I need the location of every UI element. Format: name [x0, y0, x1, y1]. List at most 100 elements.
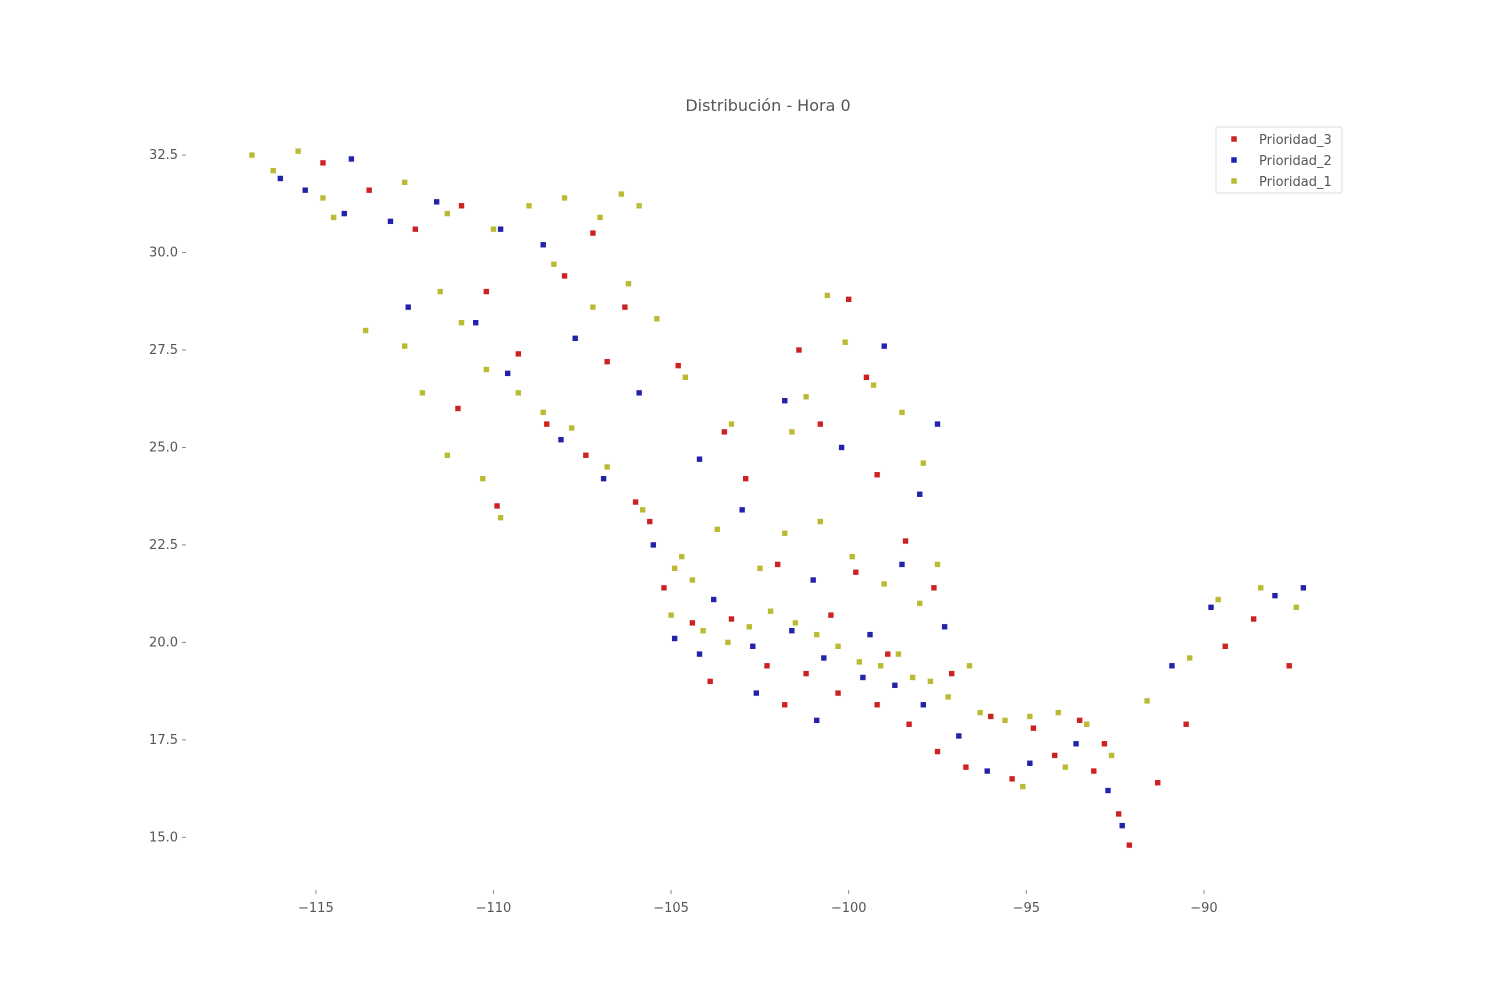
point-prioridad-3 — [1051, 752, 1059, 759]
point-prioridad-1 — [898, 409, 906, 416]
point-prioridad-2 — [650, 541, 657, 549]
point-prioridad-3 — [589, 229, 597, 237]
point-prioridad-1 — [813, 631, 821, 638]
point-prioridad-1 — [568, 424, 575, 432]
point-prioridad-1 — [781, 529, 789, 537]
legend-label-prioridad-3: Prioridad_3 — [1259, 133, 1332, 148]
chart-title: Distribución - Hora 0 — [685, 96, 850, 115]
point-prioridad-1 — [639, 506, 646, 514]
point-prioridad-1 — [895, 650, 902, 658]
point-prioridad-1 — [713, 526, 721, 533]
point-prioridad-1 — [330, 214, 337, 221]
point-prioridad-2 — [891, 681, 899, 689]
point-prioridad-3 — [1285, 662, 1293, 670]
y-tick-label: 30.0 — [149, 246, 178, 261]
point-prioridad-2 — [497, 225, 504, 233]
point-prioridad-2 — [1271, 592, 1279, 599]
point-prioridad-2 — [1072, 740, 1080, 748]
point-prioridad-3 — [1221, 642, 1229, 650]
legend-frame — [1215, 126, 1343, 194]
legend-marker-prioridad-3 — [1230, 135, 1238, 143]
point-prioridad-3 — [319, 159, 327, 167]
x-tick-label: −95 — [1013, 901, 1040, 916]
point-prioridad-2 — [696, 650, 703, 658]
point-prioridad-2 — [671, 635, 678, 642]
point-prioridad-2 — [1118, 822, 1126, 829]
y-tick-label: 15.0 — [149, 830, 178, 845]
point-prioridad-3 — [582, 451, 590, 459]
point-prioridad-1 — [1083, 720, 1090, 728]
point-prioridad-3 — [689, 619, 696, 627]
point-prioridad-1 — [539, 409, 547, 416]
point-prioridad-3 — [1008, 775, 1016, 783]
point-prioridad-1 — [444, 451, 451, 459]
point-prioridad-3 — [493, 502, 501, 510]
point-prioridad-3 — [902, 537, 909, 545]
legend-label-prioridad-2: Prioridad_2 — [1259, 154, 1332, 169]
point-prioridad-3 — [827, 611, 835, 619]
x-tick-label: −110 — [476, 901, 512, 916]
point-prioridad-2 — [433, 198, 440, 206]
point-prioridad-1 — [618, 190, 625, 198]
point-prioridad-1 — [1019, 783, 1027, 790]
point-prioridad-2 — [1104, 787, 1112, 794]
point-prioridad-1 — [401, 179, 408, 186]
point-prioridad-1 — [834, 642, 842, 650]
point-prioridad-3 — [1115, 810, 1122, 818]
point-prioridad-3 — [742, 475, 749, 482]
point-prioridad-3 — [1250, 615, 1257, 623]
point-prioridad-3 — [816, 420, 824, 428]
point-prioridad-3 — [543, 420, 551, 428]
point-prioridad-2 — [941, 623, 948, 631]
point-prioridad-3 — [1101, 740, 1108, 748]
point-prioridad-2 — [788, 627, 796, 635]
point-prioridad-3 — [706, 678, 714, 685]
point-prioridad-2 — [809, 576, 817, 584]
point-prioridad-1 — [909, 674, 916, 681]
point-prioridad-3 — [962, 763, 970, 771]
point-prioridad-1 — [550, 260, 558, 268]
point-prioridad-2 — [348, 155, 355, 163]
point-prioridad-1 — [756, 565, 764, 572]
point-prioridad-3 — [863, 373, 870, 381]
point-prioridad-1 — [1054, 709, 1062, 716]
point-prioridad-3 — [905, 720, 913, 728]
y-tick-label: 22.5 — [149, 538, 178, 553]
point-prioridad-3 — [1090, 767, 1098, 775]
point-prioridad-3 — [674, 362, 682, 369]
point-prioridad-2 — [813, 717, 821, 724]
point-prioridad-3 — [1126, 841, 1133, 849]
point-prioridad-1 — [248, 151, 256, 159]
point-prioridad-1 — [1257, 584, 1265, 592]
point-prioridad-1 — [934, 561, 941, 568]
point-prioridad-1 — [490, 225, 497, 233]
point-prioridad-1 — [848, 553, 856, 560]
point-prioridad-2 — [472, 319, 480, 327]
y-tick-label: 17.5 — [149, 733, 178, 748]
point-prioridad-1 — [319, 194, 327, 202]
point-prioridad-2 — [1207, 604, 1215, 611]
point-prioridad-3 — [603, 358, 611, 366]
point-prioridad-2 — [710, 596, 718, 603]
point-prioridad-1 — [745, 623, 753, 631]
point-prioridad-3 — [1030, 724, 1037, 732]
point-prioridad-1 — [1292, 604, 1300, 611]
x-tick-label: −90 — [1190, 901, 1217, 916]
point-prioridad-1 — [671, 565, 678, 572]
point-prioridad-1 — [880, 580, 888, 588]
point-prioridad-1 — [1001, 717, 1009, 724]
point-prioridad-1 — [1062, 763, 1069, 771]
point-prioridad-2 — [571, 335, 579, 342]
point-prioridad-3 — [834, 689, 842, 697]
point-prioridad-1 — [682, 373, 689, 381]
point-prioridad-3 — [852, 568, 860, 576]
point-prioridad-1 — [483, 366, 490, 373]
point-prioridad-1 — [419, 389, 426, 397]
point-prioridad-1 — [1214, 596, 1222, 603]
point-prioridad-3 — [458, 202, 465, 210]
point-prioridad-1 — [458, 319, 465, 327]
point-prioridad-1 — [561, 194, 568, 202]
point-prioridad-1 — [667, 611, 675, 619]
point-prioridad-2 — [1026, 759, 1034, 767]
